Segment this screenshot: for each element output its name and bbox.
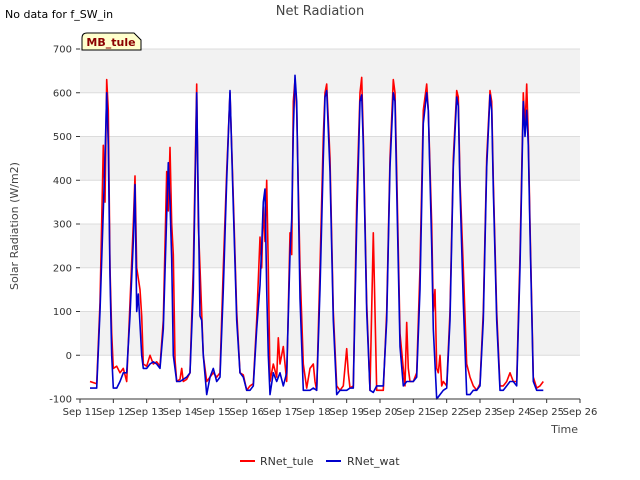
x-tick-label: Sep 15 (196, 407, 231, 418)
site-badge: MB_tule (81, 32, 142, 51)
plot-area (80, 48, 580, 400)
x-tick-label: Sep 16 (229, 407, 264, 418)
badge-label: MB_tule (86, 36, 135, 49)
x-tick-label: Sep 14 (163, 407, 198, 418)
x-tick-label: Sep 19 (329, 407, 364, 418)
x-tick-label: Sep 13 (129, 407, 164, 418)
x-axis-label: Time (550, 423, 578, 436)
badge-shape (81, 32, 142, 51)
y-tick-label: 600 (53, 88, 72, 99)
legend-label-rnet-wat: RNet_wat (347, 455, 400, 468)
x-tick-label: Sep 21 (396, 407, 431, 418)
legend: RNet_tule RNet_wat (240, 455, 400, 468)
x-tick-label: Sep 24 (496, 407, 531, 418)
series-layer (89, 74, 544, 400)
x-tick-label: Sep 23 (463, 407, 498, 418)
y-tick-label: 100 (53, 307, 72, 318)
y-tick-label: 200 (53, 263, 72, 274)
y-tick-label: -100 (49, 395, 72, 406)
y-tick-label: 700 (53, 45, 72, 56)
series-line-rnet-wat (90, 74, 544, 400)
grid-band (80, 311, 580, 356)
x-tick-label: Sep 12 (96, 407, 131, 418)
y-axis-label: Solar Radiation (W/m2) (8, 162, 21, 290)
x-tick-label: Sep 26 (563, 407, 598, 418)
x-tick-label: Sep 18 (296, 407, 331, 418)
x-tick-label: Sep 25 (529, 407, 564, 418)
grid-lines (80, 48, 580, 400)
legend-label-rnet-tule: RNet_tule (260, 455, 314, 468)
x-tick-label: Sep 17 (263, 407, 298, 418)
x-tick-label: Sep 22 (429, 407, 464, 418)
grid-band (80, 224, 580, 268)
grid-band (80, 49, 580, 93)
y-tick-label: 400 (53, 176, 72, 187)
chart-title: Net Radiation (276, 4, 364, 19)
no-data-note: No data for f_SW_in (5, 8, 113, 21)
y-tick-label: 500 (53, 132, 72, 143)
x-tick-label: Sep 11 (63, 407, 98, 418)
y-axis: -100 0 100 200 300 400 500 600 700 (49, 45, 80, 406)
y-tick-label: 300 (53, 220, 72, 231)
y-tick-label: 0 (66, 351, 72, 362)
x-tick-label: Sep 20 (363, 407, 398, 418)
